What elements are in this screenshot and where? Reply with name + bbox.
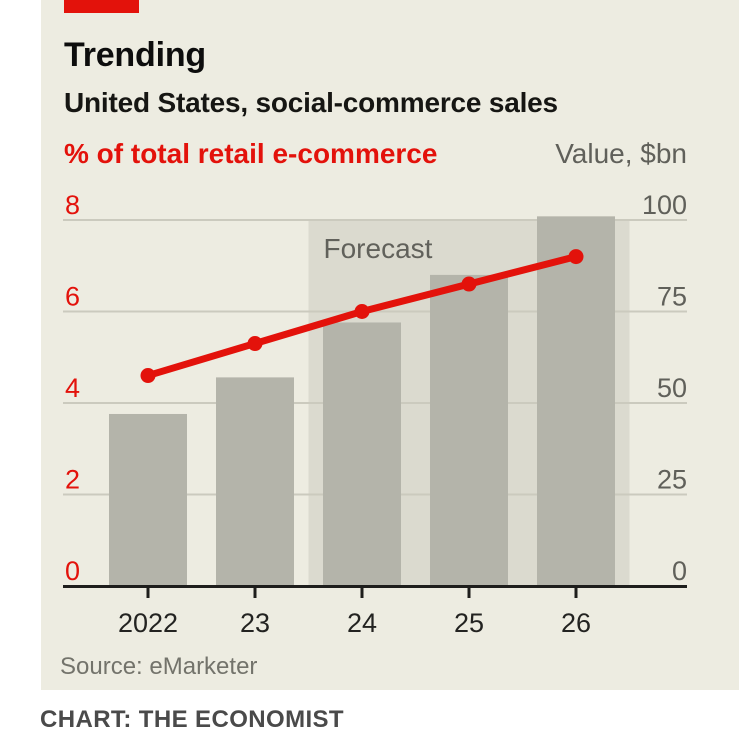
bar-2022 xyxy=(109,413,187,586)
right-tick-25: 25 xyxy=(657,465,687,495)
bar-24 xyxy=(323,322,401,586)
line-point-26 xyxy=(568,249,584,265)
x-label-2022: 2022 xyxy=(118,608,178,638)
bar-26 xyxy=(537,216,615,586)
line-point-2022 xyxy=(140,368,156,384)
red-tab-accent xyxy=(64,0,139,13)
right-axis-title: Value, $bn xyxy=(555,138,687,169)
bar-23 xyxy=(216,377,294,586)
left-tick-0: 0 xyxy=(65,556,80,586)
bar-25 xyxy=(430,274,508,586)
chart-subtitle: United States, social-commerce sales xyxy=(64,87,558,118)
left-tick-8: 8 xyxy=(65,190,80,220)
chart-card: Trending United States, social-commerce … xyxy=(41,0,739,690)
line-point-24 xyxy=(354,304,370,319)
line-point-23 xyxy=(247,336,263,352)
x-label-23: 23 xyxy=(240,608,270,638)
source-note: Source: eMarketer xyxy=(60,653,258,680)
right-tick-100: 100 xyxy=(642,190,687,220)
forecast-label: Forecast xyxy=(324,233,433,264)
x-label-24: 24 xyxy=(347,608,377,638)
x-tick-24 xyxy=(360,588,364,598)
right-tick-0: 0 xyxy=(672,556,687,586)
x-label-25: 25 xyxy=(454,608,484,638)
chart-title: Trending xyxy=(64,36,206,74)
x-label-26: 26 xyxy=(561,608,591,638)
line-point-25 xyxy=(461,276,477,292)
x-tick-26 xyxy=(574,588,578,598)
x-tick-23 xyxy=(253,588,257,598)
left-axis-title: % of total retail e-commerce xyxy=(64,138,438,169)
chart-credit: CHART: THE ECONOMIST xyxy=(40,706,344,733)
x-tick-25 xyxy=(467,588,471,598)
right-tick-50: 50 xyxy=(657,373,687,403)
x-axis-line xyxy=(63,585,687,588)
left-tick-6: 6 xyxy=(65,282,80,312)
x-tick-2022 xyxy=(146,588,150,598)
left-tick-2: 2 xyxy=(65,465,80,495)
right-tick-75: 75 xyxy=(657,282,687,312)
left-tick-4: 4 xyxy=(65,373,80,403)
